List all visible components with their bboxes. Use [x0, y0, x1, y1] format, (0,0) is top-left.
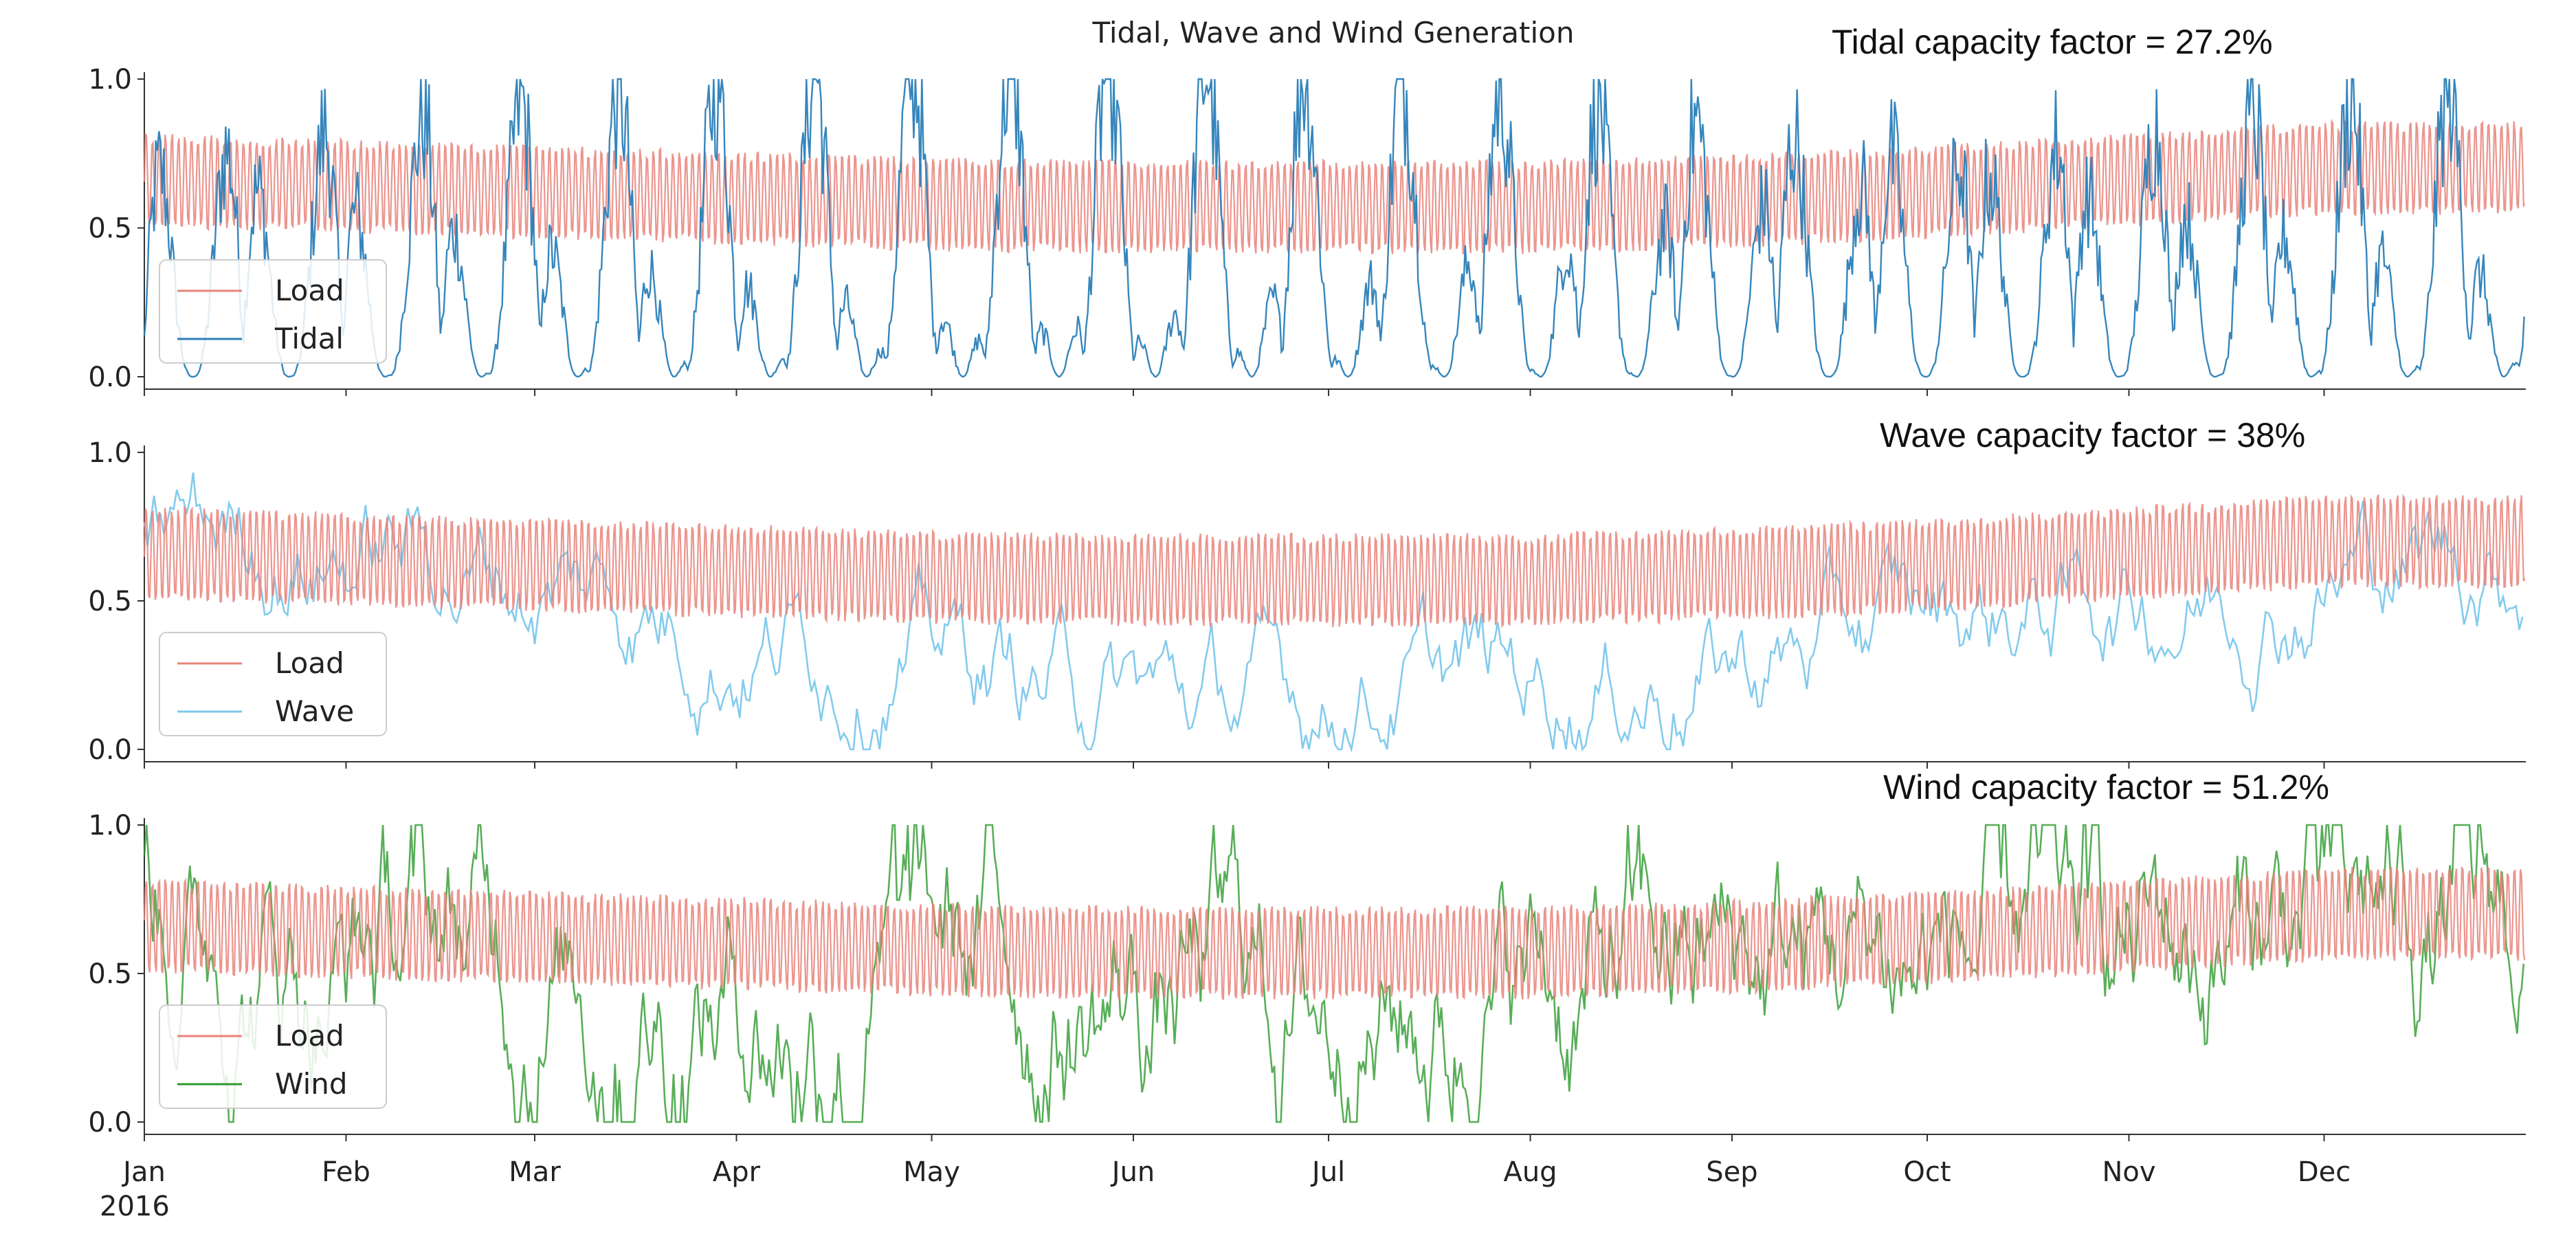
- legend-wave: Load Wave: [159, 632, 387, 736]
- y-tick-label: 0.0: [88, 362, 132, 393]
- legend-box: [159, 632, 387, 736]
- legend-label-load: Load: [275, 1019, 344, 1053]
- series-load-line: [143, 118, 2526, 255]
- legend-label-load: Load: [275, 646, 344, 680]
- legend-box: [159, 1004, 387, 1109]
- x-tick-label: Mar: [509, 1156, 561, 1188]
- panel-wave: 0.0 0.5 1.0 Load Wave Wave capacity factor = …: [88, 416, 2526, 769]
- annotation-wave-capacity: Wave capacity factor = 38%: [1880, 416, 2305, 454]
- y-tick-label: 1.0: [88, 810, 132, 842]
- y-tick-label: 0.0: [88, 734, 132, 766]
- x-tick-label: Aug: [1503, 1156, 1557, 1188]
- x-tick-label: Feb: [322, 1156, 370, 1188]
- x-tick-label: Sep: [1706, 1156, 1757, 1188]
- y-tick-label: 0.5: [88, 213, 132, 245]
- panels: 0.0 0.5 1.0 Load Tidal Tidal capacity factor …: [88, 23, 2526, 1141]
- annotation-wind-capacity: Wind capacity factor = 51.2%: [1883, 768, 2329, 806]
- legend-label-tidal: Tidal: [274, 322, 344, 355]
- legend-label-load: Load: [275, 274, 344, 307]
- annotation-tidal-capacity: Tidal capacity factor = 27.2%: [1832, 23, 2273, 61]
- x-tick-label: Jul: [1310, 1156, 1345, 1188]
- series-wind-line: [143, 824, 2525, 1123]
- y-tick-label: 1.0: [88, 64, 132, 96]
- panel-wind: 0.0 0.5 1.0 Load Wind Wind capacity factor = …: [88, 768, 2526, 1141]
- series-load-line: [143, 494, 2526, 628]
- legend-wind: Load Wind: [159, 1004, 387, 1109]
- x-axis: Jan Feb Mar Apr May Jun Jul Aug Sep Oct Nov Dec: [121, 1156, 2351, 1188]
- x-tick-label: Oct: [1903, 1156, 1951, 1188]
- x-tick-label: Nov: [2102, 1156, 2155, 1188]
- x-tick-label: Jan: [121, 1156, 166, 1188]
- legend-label-wind: Wind: [275, 1067, 348, 1101]
- y-tick-label: 0.5: [88, 586, 132, 617]
- y-tick-label: 0.0: [88, 1107, 132, 1138]
- legend-label-wave: Wave: [275, 694, 354, 728]
- x-year-label: 2016: [100, 1191, 170, 1222]
- series-load-line: [143, 866, 2526, 1002]
- x-tick-label: Jun: [1110, 1156, 1155, 1188]
- x-tick-label: May: [903, 1156, 960, 1188]
- x-tick-label: Apr: [713, 1156, 761, 1188]
- y-tick-label: 1.0: [88, 437, 132, 469]
- chart-title: Tidal, Wave and Wind Generation: [1092, 16, 1575, 50]
- series-tidal-line: [143, 78, 2525, 378]
- legend-box: [159, 259, 387, 364]
- y-tick-label: 0.5: [88, 958, 132, 990]
- legend-tidal: Load Tidal: [159, 259, 387, 364]
- panel-tidal: 0.0 0.5 1.0 Load Tidal Tidal capacity factor …: [88, 23, 2526, 396]
- x-tick-label: Dec: [2298, 1156, 2351, 1188]
